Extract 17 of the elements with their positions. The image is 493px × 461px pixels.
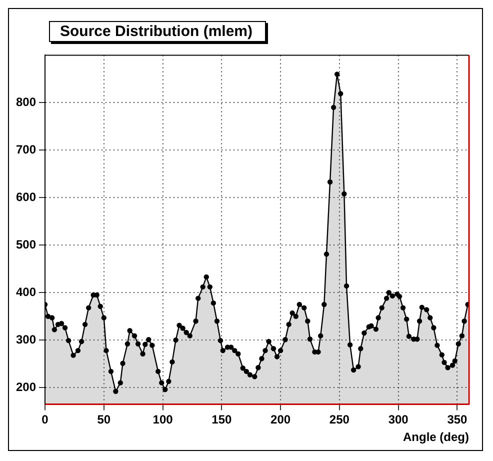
x-tick-label: 100: [152, 412, 174, 427]
x-tick-label: 200: [270, 412, 291, 427]
y-tick-label: 400: [16, 284, 36, 299]
x-tick-label: 300: [388, 412, 409, 427]
x-tick-label: 150: [212, 412, 232, 427]
x-axis-title: Angle (deg): [403, 430, 469, 444]
y-tick-label: 800: [16, 94, 36, 109]
x-tick-label: 0: [42, 412, 49, 427]
x-tick-label: 50: [97, 412, 111, 427]
y-tick-label: 500: [16, 237, 36, 252]
x-tick-label: 350: [447, 412, 468, 427]
chart-title: Source Distribution (mlem): [49, 21, 266, 42]
y-tick-label: 300: [16, 332, 36, 346]
x-tick-label: 250: [329, 412, 350, 427]
y-tick-label: 600: [16, 190, 36, 204]
y-tick-label: 700: [16, 142, 36, 156]
y-tick-label: 200: [16, 380, 36, 394]
